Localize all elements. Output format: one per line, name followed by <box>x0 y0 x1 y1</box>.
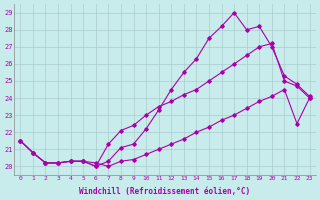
X-axis label: Windchill (Refroidissement éolien,°C): Windchill (Refroidissement éolien,°C) <box>79 187 251 196</box>
